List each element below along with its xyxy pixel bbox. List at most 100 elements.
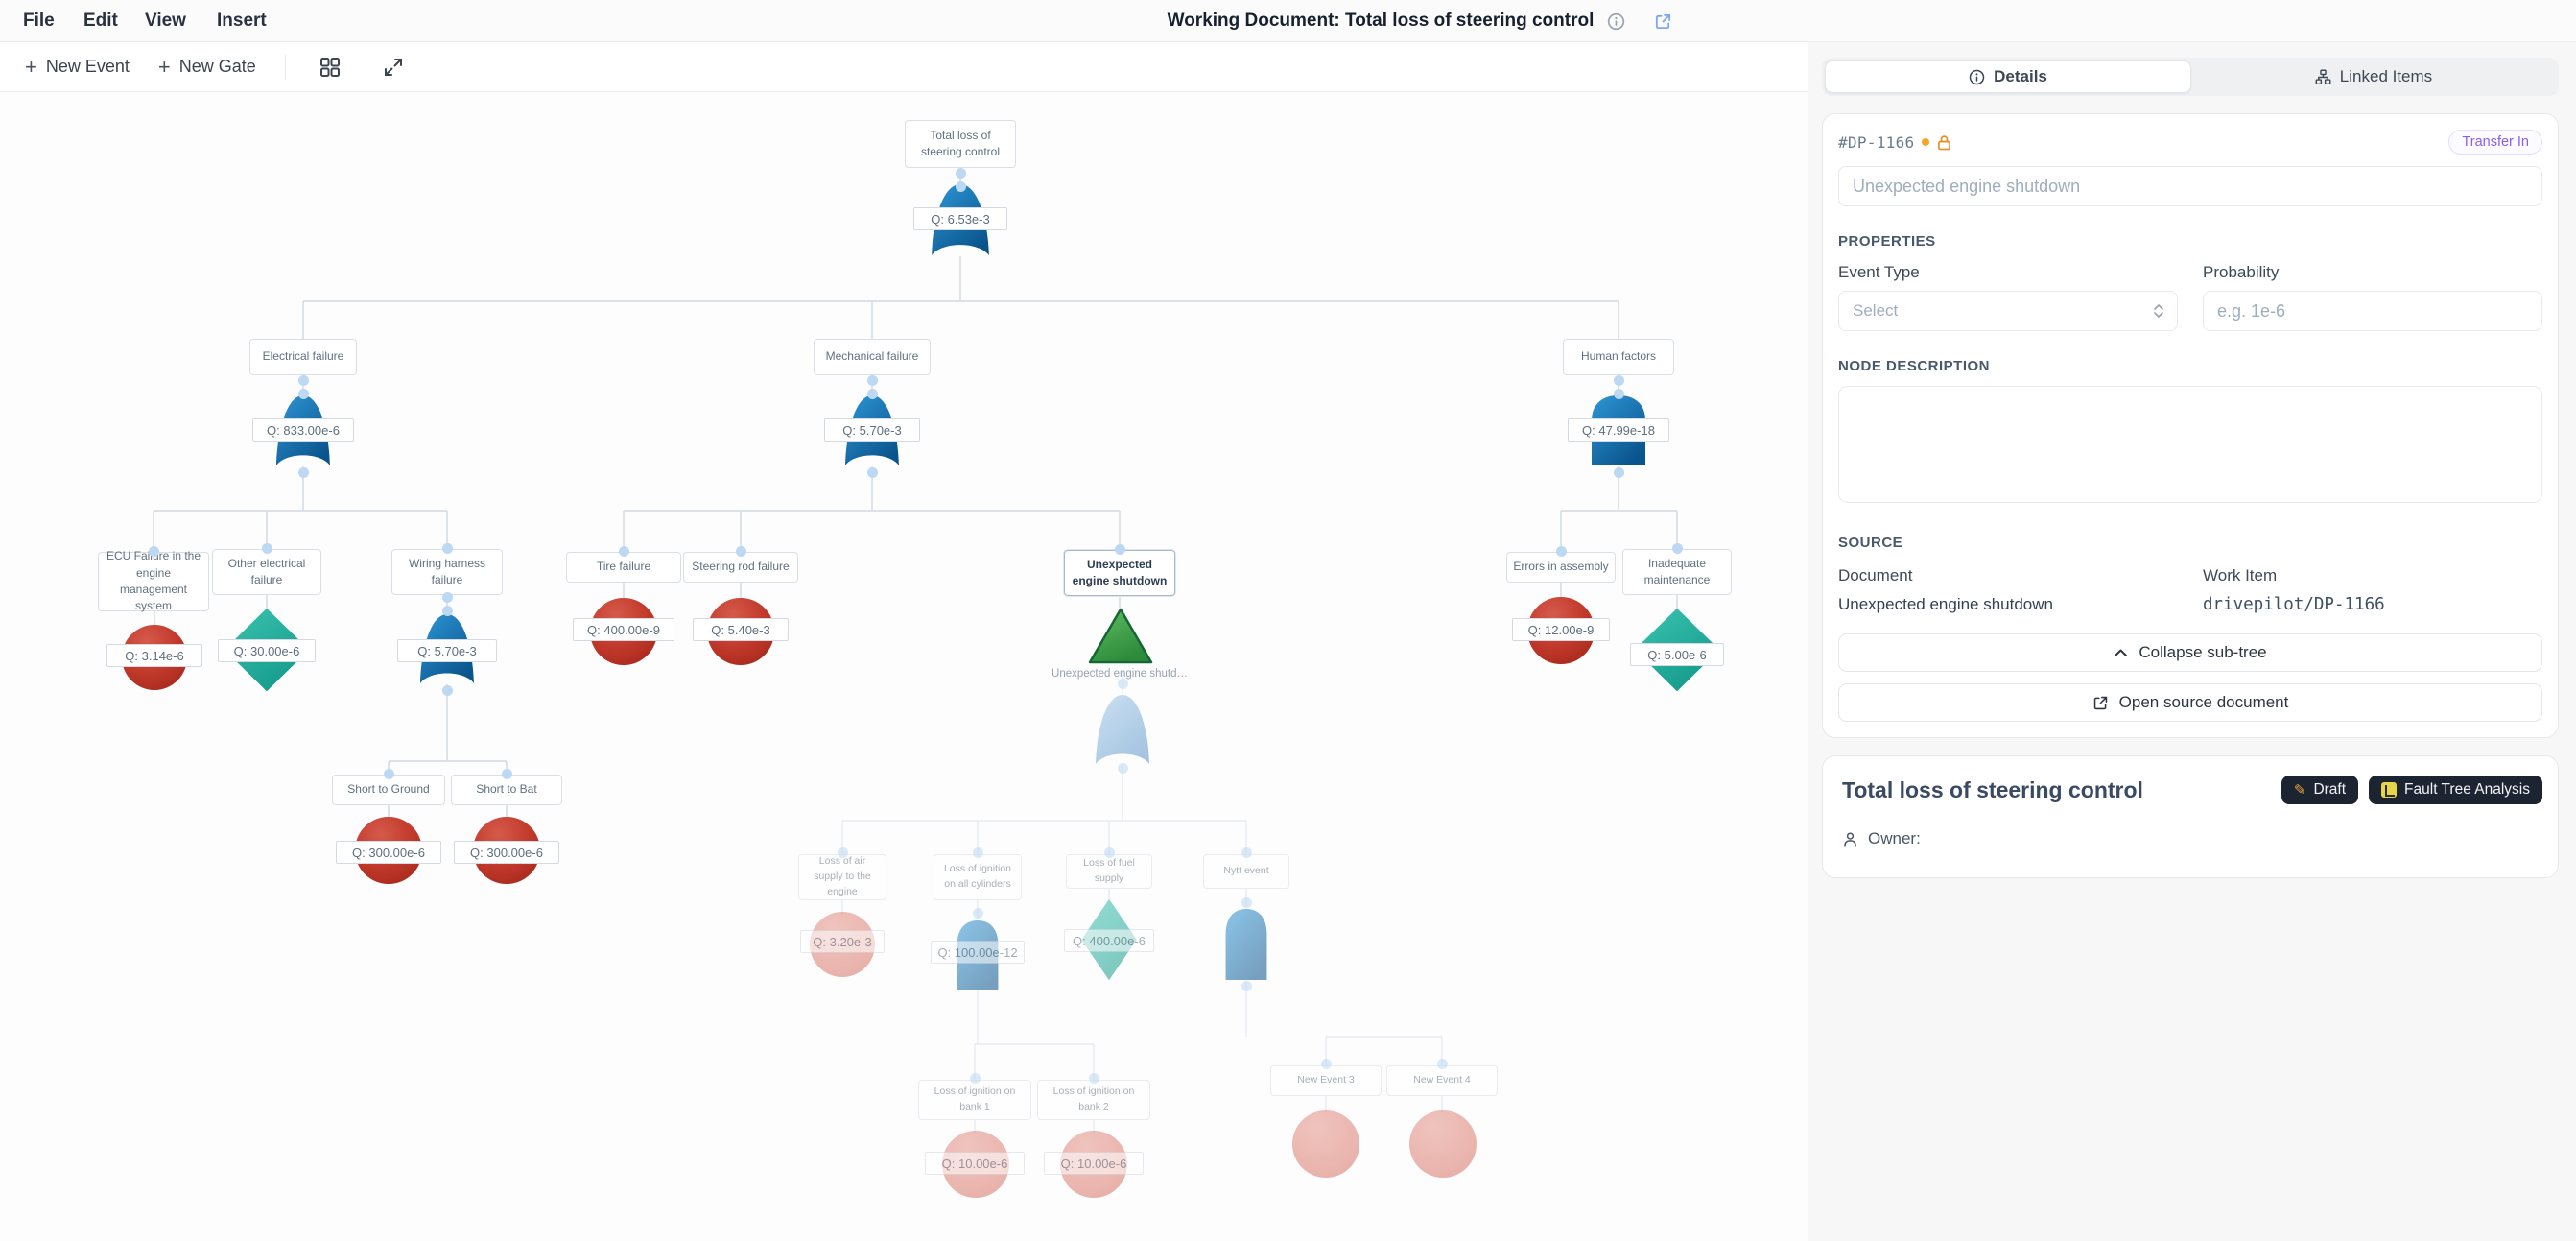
new-gate-button[interactable]: + New Gate (158, 56, 256, 78)
node-mechanical-failure[interactable]: Mechanical failure (814, 339, 931, 375)
event-type-select[interactable]: Select (1838, 291, 2178, 331)
transfer-in-badge[interactable]: Transfer In (2448, 130, 2542, 155)
node-short-to-ground[interactable]: Short to Ground (332, 775, 445, 805)
event-new-event-3[interactable] (1292, 1110, 1359, 1178)
node-unexpected-shutdown[interactable]: Unexpected engine shutdown (1064, 550, 1175, 596)
node-loss-air-supply[interactable]: Loss of air supply to the engine (798, 854, 886, 900)
expand-icon (384, 58, 402, 76)
probability-input[interactable] (2203, 291, 2542, 331)
port-dot (383, 768, 394, 779)
gate-loss-ignition-and-q-value: Q: 100.00e-12 (931, 941, 1025, 964)
node-new-event-3[interactable]: New Event 3 (1270, 1065, 1382, 1096)
event-loss-ignition-bank1-q-value: Q: 10.00e-6 (925, 1152, 1025, 1175)
port-dot (837, 847, 848, 858)
menu-bar: File Edit View Insert Working Document: … (0, 0, 2576, 42)
node-inadequate-maintenance[interactable]: Inadequate maintenance (1622, 549, 1732, 595)
probability-field: Probability (2203, 263, 2542, 331)
node-loss-ignition-bank2[interactable]: Loss of ignition on bank 2 (1037, 1080, 1150, 1120)
source-workitem-value: drivepilot/DP-1166 (2203, 595, 2385, 614)
menu-file[interactable]: File (23, 11, 55, 31)
canvas-toolbar: + New Event + New Gate (0, 42, 1808, 92)
port-dot (1114, 543, 1125, 555)
fault-tree-analysis-badge[interactable]: Fault Tree Analysis (2369, 776, 2542, 804)
event-tire-failure-q-value: Q: 400.00e-9 (573, 618, 674, 641)
panel-tab-bar: Details Linked Items (1822, 58, 2559, 96)
source-document-label: Document (1838, 566, 1913, 585)
node-wiring-harness[interactable]: Wiring harness failure (391, 549, 503, 595)
node-loss-ignition-all[interactable]: Loss of ignition on all cylinders (934, 854, 1022, 900)
node-description-textarea[interactable] (1838, 386, 2542, 503)
node-tire-failure[interactable]: Tire failure (566, 552, 681, 583)
event-ecu-failure-q-value: Q: 3.14e-6 (106, 644, 202, 667)
document-title-area: Working Document: Total loss of steering… (1132, 0, 1708, 42)
fault-tree-analysis-icon (2381, 782, 2398, 798)
node-ref-id: #DP-1166 (1838, 132, 1915, 152)
transfer-unexpected-shutdown-caption: Unexpected engine shutd… (1052, 668, 1188, 680)
node-total-loss[interactable]: Total loss of steering control (905, 120, 1016, 168)
gate-wiring-or-q-value: Q: 5.70e-3 (397, 639, 497, 662)
node-other-electrical[interactable]: Other electrical failure (212, 549, 321, 595)
tree-connectors (153, 168, 1678, 1133)
port-dot (441, 542, 453, 554)
toolbar-divider (284, 54, 286, 80)
owner-label: Owner: (1868, 829, 1921, 847)
person-icon (1844, 831, 1856, 847)
node-human-factors[interactable]: Human factors (1563, 339, 1674, 375)
port-dot (1436, 1058, 1448, 1069)
node-loss-ignition-bank1[interactable]: Loss of ignition on bank 1 (918, 1080, 1031, 1120)
tab-details[interactable]: Details (1825, 60, 2191, 93)
gate-nytt-and[interactable] (1224, 907, 1268, 982)
node-nytt-event[interactable]: Nytt event (1203, 854, 1289, 889)
port-dot (1613, 374, 1624, 386)
menu-edit[interactable]: Edit (83, 11, 118, 31)
info-icon[interactable] (1607, 12, 1625, 31)
node-errors-assembly[interactable]: Errors in assembly (1506, 552, 1616, 583)
node-steering-rod[interactable]: Steering rod failure (683, 552, 798, 583)
source-document-value: Unexpected engine shutdown (1838, 595, 2053, 613)
source-document: Document Unexpected engine shutdown (1838, 566, 2178, 614)
port-dot (1241, 896, 1252, 908)
new-event-label: New Event (45, 57, 130, 76)
port-dot (261, 542, 272, 554)
details-panel: Details Linked Items #DP-1166 Transfer I… (1808, 42, 2576, 1241)
external-link-icon[interactable] (1654, 12, 1672, 31)
node-electrical-failure[interactable]: Electrical failure (249, 339, 357, 375)
node-loss-fuel[interactable]: Loss of fuel supply (1066, 854, 1152, 889)
draft-status-badge[interactable]: ✎ Draft (2281, 776, 2359, 804)
new-event-button[interactable]: + New Event (25, 54, 130, 79)
fault-tree-analysis-label: Fault Tree Analysis (2404, 781, 2530, 798)
node-ecu-failure[interactable]: ECU Failure in the engine management sys… (98, 549, 209, 612)
status-dot (1922, 138, 1930, 146)
port-dot (441, 605, 453, 616)
port-dot (1613, 466, 1624, 478)
port-dot (866, 374, 878, 386)
port-dot (735, 545, 746, 557)
layout-grid-button[interactable] (315, 52, 345, 83)
port-dot (297, 374, 309, 386)
event-loss-air-supply-q-value: Q: 3.20e-3 (800, 930, 885, 953)
plus-icon: + (25, 54, 37, 79)
node-title-input[interactable] (1838, 166, 2542, 206)
collapse-subtree-button[interactable]: Collapse sub-tree (1838, 633, 2542, 672)
menu-view[interactable]: View (145, 11, 186, 31)
node-short-to-bat[interactable]: Short to Bat (451, 775, 562, 805)
node-description-heading: NODE DESCRIPTION (1838, 358, 1991, 374)
tab-details-label: Details (1994, 67, 2047, 85)
port-dot (955, 167, 966, 179)
port-dot (972, 847, 983, 858)
node-new-event-4[interactable]: New Event 4 (1386, 1065, 1498, 1096)
tab-linked-items[interactable]: Linked Items (2191, 60, 2556, 93)
port-dot (441, 591, 453, 603)
open-source-document-button[interactable]: Open source document (1838, 683, 2542, 722)
fit-view-button[interactable] (378, 52, 409, 83)
gate-subtree-or[interactable] (1094, 693, 1151, 766)
event-errors-assembly-q-value: Q: 12.00e-9 (1512, 618, 1610, 641)
menu-insert[interactable]: Insert (217, 11, 267, 31)
source-heading: SOURCE (1838, 535, 1903, 551)
transfer-unexpected-shutdown[interactable] (1087, 607, 1154, 665)
draft-badge-label: Draft (2313, 781, 2347, 798)
document-title: Working Document: Total loss of steering… (1167, 11, 1595, 31)
gate-human-and-q-value: Q: 47.99e-18 (1568, 418, 1669, 442)
fault-tree-canvas[interactable]: Total loss of steering control Q: 6.53e-3… (0, 0, 1808, 1241)
event-new-event-4[interactable] (1409, 1110, 1477, 1178)
